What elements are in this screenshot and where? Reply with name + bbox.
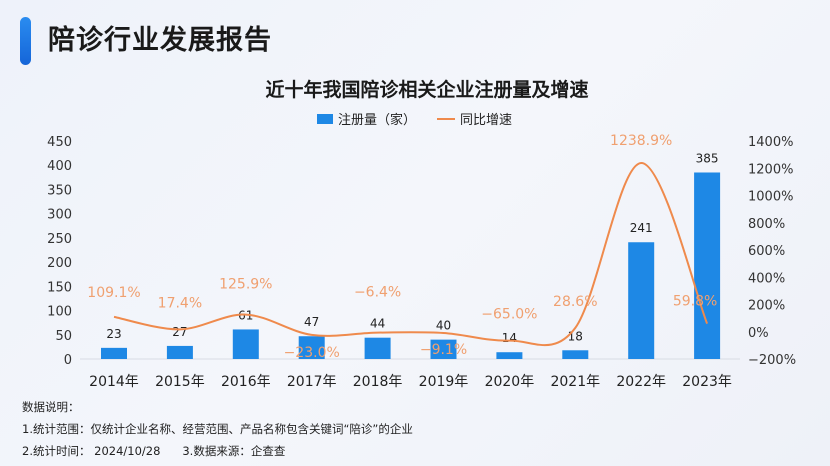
bar-value-label: 14 [502, 331, 517, 345]
growth-value-label: 125.9% [219, 277, 272, 293]
y-right-tick-label: 200% [748, 299, 785, 314]
legend-line-label: 同比增速 [460, 113, 512, 128]
title-accent-bar [20, 17, 31, 65]
growth-value-label: 109.1% [87, 285, 140, 301]
x-tick-label: 2022年 [616, 374, 666, 390]
bar [232, 329, 259, 359]
chart-title: 近十年我国陪诊相关企业注册量及增速 [265, 78, 588, 101]
y-right-tick-label: −200% [748, 353, 796, 368]
y-left-tick-label: 350 [47, 183, 72, 198]
y-right-tick-label: 800% [748, 217, 785, 232]
bar [496, 352, 523, 359]
y-right-tick-label: 1400% [748, 135, 793, 150]
bar-value-label: 40 [436, 319, 451, 333]
bar [628, 242, 655, 359]
data-notes: 数据说明： 1.统计范围：仅统计企业名称、经营范围、产品名称包含关键词“陪诊”的… [22, 396, 413, 462]
x-tick-label: 2019年 [419, 374, 469, 390]
bar [694, 172, 721, 359]
growth-value-label: 1238.9% [610, 133, 672, 149]
page-title: 陪诊行业发展报告 [48, 25, 272, 56]
bar-value-label: 44 [370, 317, 385, 331]
legend: 注册量（家） 同比增速 [317, 112, 512, 128]
y-right-tick-label: 1200% [748, 162, 793, 177]
y-left-tick-label: 150 [47, 280, 72, 295]
notes-scope: 1.统计范围：仅统计企业名称、经营范围、产品名称包含关键词“陪诊”的企业 [22, 422, 413, 436]
bar-value-label: 27 [172, 325, 187, 339]
growth-value-label: 28.6% [553, 294, 597, 310]
bar [101, 347, 127, 359]
x-tick-label: 2017年 [287, 374, 337, 390]
bar-value-label: 47 [304, 315, 319, 329]
growth-value-label: −65.0% [481, 307, 537, 323]
growth-line [113, 161, 709, 347]
legend-bar-swatch [317, 114, 333, 124]
bar [364, 337, 391, 359]
y-right-tick-label: 400% [748, 271, 785, 286]
notes-heading: 数据说明： [22, 400, 80, 414]
x-tick-label: 2018年 [353, 374, 403, 390]
bar [430, 339, 457, 359]
y-left-tick-label: 250 [47, 232, 72, 247]
x-tick-label: 2020年 [485, 374, 535, 390]
growth-value-label: 59.8% [673, 294, 717, 310]
y-left-tick-label: 200 [47, 256, 72, 271]
x-tick-label: 2014年 [89, 374, 139, 390]
bar-value-label: 23 [106, 327, 121, 341]
y-left-tick-label: 450 [47, 135, 72, 150]
legend-bar-label: 注册量（家） [338, 112, 416, 128]
bar [166, 345, 193, 359]
bar-value-label: 18 [568, 329, 583, 343]
bar [298, 336, 325, 359]
growth-value-label: −9.1% [420, 342, 467, 358]
growth-value-label: 17.4% [158, 295, 202, 311]
y-right-tick-label: 1000% [748, 190, 793, 205]
y-right-tick-label: 0% [748, 326, 769, 341]
y-left-tick-label: 100 [47, 305, 72, 320]
notes-time-source: 2.统计时间： 2024/10/28 3.数据来源：企查查 [22, 444, 286, 458]
x-tick-label: 2021年 [550, 374, 600, 390]
y-left-tick-label: 400 [47, 159, 72, 174]
x-tick-label: 2016年 [221, 374, 271, 390]
y-right-tick-label: 600% [748, 244, 785, 259]
x-tick-label: 2015年 [155, 374, 205, 390]
bar-value-label: 385 [696, 151, 719, 165]
y-left-tick-label: 0 [64, 353, 72, 368]
y-left-tick-label: 50 [55, 329, 72, 344]
x-tick-label: 2023年 [682, 374, 732, 390]
bar [562, 350, 589, 359]
growth-value-label: −6.4% [354, 285, 401, 301]
bar-value-label: 241 [630, 221, 653, 235]
growth-value-label: −23.0% [284, 345, 340, 361]
y-left-tick-label: 300 [47, 208, 72, 223]
